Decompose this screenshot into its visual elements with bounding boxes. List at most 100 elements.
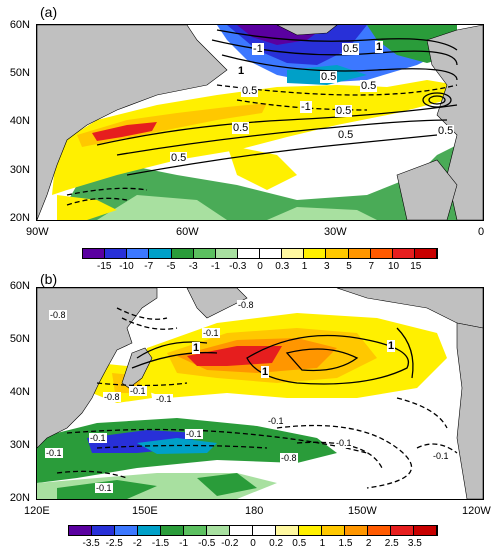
colorbar-swatch: [127, 249, 150, 258]
colorbar-swatch: [193, 249, 216, 258]
panel-b-lat-tick: 20N: [9, 492, 30, 504]
colorbar-swatch: [370, 249, 393, 258]
shading-light-green: [267, 207, 377, 220]
colorbar-swatch: [326, 249, 349, 258]
colorbar-label: -5: [166, 261, 176, 272]
colorbar-swatch: [282, 249, 305, 258]
colorbar-swatch: [215, 249, 238, 258]
colorbar-label: 1.5: [338, 538, 353, 549]
contour-label: -0.8: [237, 300, 255, 310]
panel-a-lat-tick: 50N: [9, 67, 30, 79]
panel-b-lon-tick: 150W: [348, 505, 377, 517]
panel-a-lat-tick: 20N: [9, 212, 30, 224]
panel-a-lat-tick: 30N: [9, 164, 30, 176]
contour-label: -0.1: [129, 386, 147, 396]
colorbar-swatch: [299, 526, 322, 535]
contour-label: -0.1: [95, 483, 113, 493]
panel-b-lat-tick: 30N: [9, 439, 30, 451]
shading-green-mid: [197, 473, 257, 496]
colorbar-swatch: [345, 526, 368, 535]
panel-a-lat-tick: 60N: [9, 19, 30, 31]
panel-b-lon-tick: 180: [245, 505, 264, 517]
colorbar-swatch: [230, 526, 253, 535]
contour-label: 1: [375, 41, 384, 53]
colorbar-label: 0: [250, 538, 256, 549]
contour-label: 1: [237, 65, 246, 77]
panel-b-lat-tick: 60N: [9, 280, 30, 292]
panel-a-contours: [96, 29, 458, 176]
contour-label: 1: [387, 340, 396, 352]
colorbar-swatch: [414, 526, 437, 535]
panel-a-lon-tick: 0: [478, 226, 485, 238]
colorbar-label: 0.3: [275, 261, 290, 272]
colorbar-swatch: [414, 249, 437, 258]
land-north-america: [37, 25, 228, 220]
shading-red: [187, 346, 282, 366]
colorbar-label: 1: [319, 538, 326, 549]
colorbar-label: 7: [368, 261, 375, 272]
panel-a-map-svg: [37, 25, 483, 220]
contour-label: 0.5: [342, 43, 360, 55]
colorbar-label: 10: [387, 261, 400, 272]
contour-label: -0.1: [89, 433, 107, 443]
contour-label: -0.1: [202, 328, 220, 338]
colorbar-label: 2.5: [384, 538, 399, 549]
contour-label: -0.1: [155, 394, 173, 404]
contour-label: -0.1: [432, 451, 450, 461]
colorbar-swatch: [92, 526, 115, 535]
colorbar-label: -0.3: [229, 261, 247, 272]
colorbar-label: -3.5: [82, 538, 100, 549]
shading-yellow-band: [52, 80, 457, 195]
colorbar-label: -0.2: [221, 538, 239, 549]
contour-label: 0.5: [335, 105, 353, 117]
land-asia: [37, 288, 158, 449]
panel-b-label: (b): [40, 271, 58, 287]
shading-yellow-mid: [227, 145, 297, 190]
colorbar-swatch: [348, 249, 371, 258]
colorbar-label: 15: [410, 261, 422, 272]
colorbar-label: -3: [188, 261, 198, 272]
land-africa: [396, 159, 458, 220]
panel-b-lon-tick: 120W: [462, 505, 491, 517]
panel-a-map: -1 0.5 1 0.5 1 0.5 0.5 -1 0.5 0.5 0.5 0.…: [36, 24, 484, 221]
contour-label: -1: [300, 101, 312, 113]
panel-a-lon-tick: 30W: [324, 226, 347, 238]
contour-label: 1: [261, 366, 270, 378]
colorbar-label: -0.5: [198, 538, 216, 549]
contour-label: 0.5: [320, 71, 338, 83]
land-japan: [121, 347, 153, 389]
panel-b-map: -0.8 -0.1 1 -0.1 -0.8 -0.1 1 1 -0.1 -0.1…: [36, 287, 484, 500]
colorbar-swatch: [149, 249, 172, 258]
colorbar-label: -7: [144, 261, 154, 272]
contour-label: -0.8: [103, 392, 121, 402]
panel-b-contours: [131, 327, 414, 385]
shading-cyan: [137, 438, 217, 454]
panel-a-lon-tick: 90W: [26, 226, 49, 238]
colorbar-label: -1: [211, 261, 220, 272]
colorbar-label: 3: [323, 261, 330, 272]
colorbar-swatch: [276, 526, 299, 535]
colorbar-swatch: [304, 249, 327, 258]
colorbar-label: -2.5: [105, 538, 123, 549]
shading-light-green: [97, 195, 227, 220]
land-kamchatka: [186, 288, 248, 319]
panel-a-colorbar: [82, 248, 438, 259]
colorbar-label: 0.5: [292, 538, 307, 549]
colorbar-label: 2: [365, 538, 372, 549]
colorbar-label: -15: [97, 261, 112, 272]
colorbar-label: 3.5: [407, 538, 422, 549]
colorbar-label: -1.5: [151, 538, 170, 549]
colorbar-swatch: [392, 249, 415, 258]
contour-label: 0.5: [337, 129, 355, 141]
contour-label: -0.8: [49, 310, 67, 320]
colorbar-swatch: [260, 249, 283, 258]
land-greenland: [276, 25, 338, 36]
colorbar-label: 0.2: [269, 538, 284, 549]
contour-label: -0.8: [280, 453, 298, 463]
panel-a-label: (a): [40, 4, 58, 20]
colorbar-swatch: [391, 526, 414, 535]
colorbar-label: -1: [179, 538, 189, 549]
colorbar-swatch: [161, 526, 184, 535]
colorbar-label: 1: [301, 261, 308, 272]
colorbar-swatch: [171, 249, 194, 258]
